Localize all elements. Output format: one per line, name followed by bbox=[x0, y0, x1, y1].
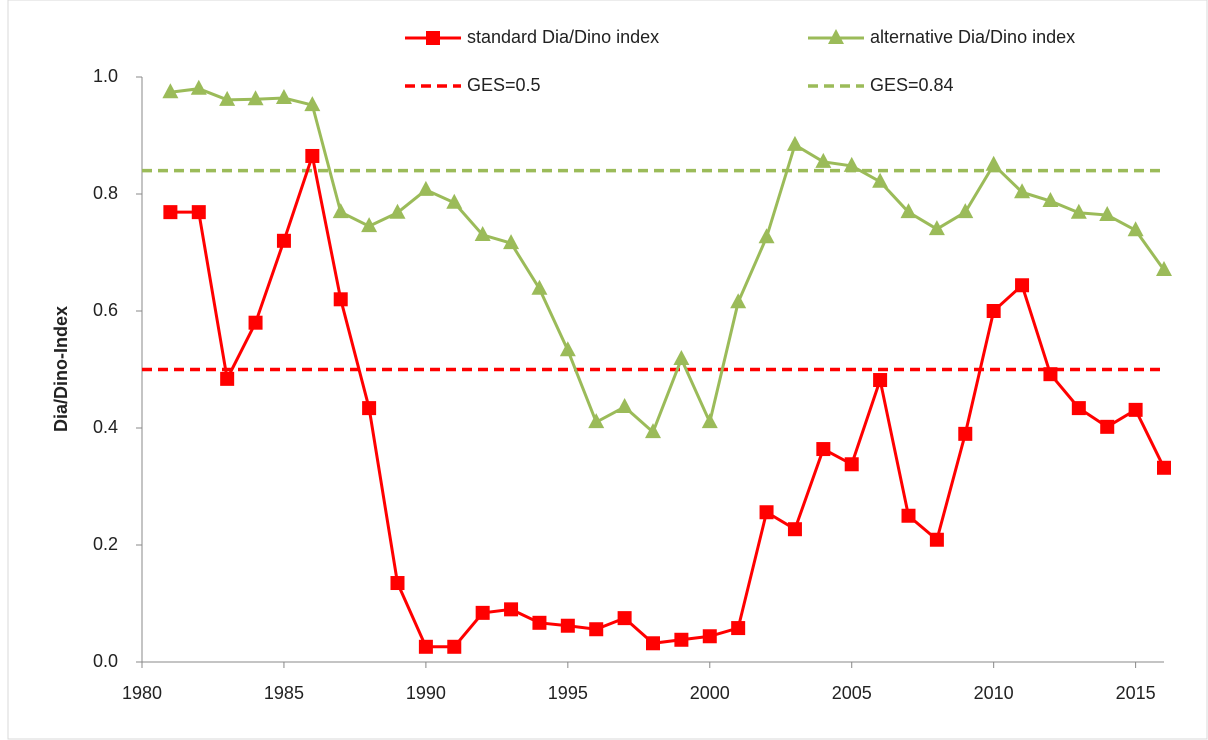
data-marker bbox=[731, 621, 746, 636]
data-marker bbox=[1100, 419, 1115, 434]
data-marker bbox=[191, 205, 206, 220]
data-marker bbox=[787, 522, 802, 537]
data-marker bbox=[532, 615, 547, 630]
data-marker bbox=[758, 228, 775, 244]
data-marker bbox=[759, 505, 774, 520]
data-marker bbox=[730, 293, 747, 309]
data-marker bbox=[247, 90, 264, 106]
data-marker bbox=[1043, 367, 1058, 382]
data-marker bbox=[503, 234, 520, 250]
data-marker bbox=[560, 618, 575, 633]
data-marker bbox=[1070, 203, 1087, 219]
data-marker bbox=[815, 152, 832, 168]
x-tick-label: 2005 bbox=[832, 683, 872, 703]
data-marker bbox=[446, 193, 463, 209]
data-marker bbox=[305, 148, 320, 163]
data-marker bbox=[219, 90, 236, 106]
legend-marker bbox=[426, 31, 440, 45]
data-marker bbox=[190, 79, 207, 95]
data-marker bbox=[1014, 183, 1031, 199]
data-marker bbox=[417, 180, 434, 196]
data-marker bbox=[1156, 261, 1172, 277]
legend-label: GES=0.5 bbox=[467, 75, 541, 95]
data-marker bbox=[1099, 206, 1116, 222]
data-marker bbox=[674, 632, 689, 647]
data-marker bbox=[1127, 221, 1144, 237]
series-line bbox=[170, 87, 1166, 435]
data-marker bbox=[843, 156, 860, 172]
data-marker bbox=[389, 203, 406, 219]
data-marker bbox=[928, 220, 945, 236]
data-marker bbox=[275, 89, 292, 105]
data-marker bbox=[985, 155, 1002, 171]
data-marker bbox=[957, 203, 974, 219]
data-marker bbox=[1015, 278, 1030, 293]
data-marker bbox=[645, 423, 661, 439]
x-tick-label: 1995 bbox=[548, 683, 588, 703]
data-marker bbox=[220, 371, 235, 386]
data-marker bbox=[986, 304, 1001, 318]
x-tick-label: 1985 bbox=[264, 683, 304, 703]
data-marker bbox=[333, 292, 348, 307]
data-marker bbox=[248, 315, 263, 330]
y-tick-label: 0.0 bbox=[93, 651, 118, 671]
legend-label: standard Dia/Dino index bbox=[467, 27, 659, 47]
x-tick-label: 2010 bbox=[974, 683, 1014, 703]
y-tick-label: 0.6 bbox=[93, 300, 118, 320]
x-tick-label: 1980 bbox=[122, 683, 162, 703]
data-marker bbox=[1128, 402, 1143, 417]
data-marker bbox=[901, 508, 916, 523]
x-tick-label: 2000 bbox=[690, 683, 730, 703]
data-marker bbox=[872, 172, 889, 188]
data-marker bbox=[929, 532, 944, 547]
data-marker bbox=[873, 373, 888, 388]
data-marker bbox=[786, 135, 803, 151]
y-tick-label: 0.2 bbox=[93, 534, 118, 554]
legend-marker bbox=[828, 29, 844, 44]
data-marker bbox=[504, 602, 519, 617]
data-marker bbox=[390, 576, 405, 591]
data-marker bbox=[559, 341, 576, 357]
data-marker bbox=[701, 413, 718, 429]
data-marker bbox=[361, 217, 378, 233]
data-marker bbox=[616, 397, 633, 413]
data-marker bbox=[702, 629, 717, 644]
data-marker bbox=[418, 639, 433, 654]
data-marker bbox=[1071, 401, 1086, 416]
data-marker bbox=[162, 83, 179, 99]
data-marker bbox=[474, 225, 491, 241]
y-tick-label: 0.4 bbox=[93, 417, 118, 437]
data-marker bbox=[844, 457, 859, 472]
data-marker bbox=[163, 205, 178, 220]
data-marker bbox=[276, 233, 291, 248]
data-marker bbox=[646, 636, 660, 651]
legend-label: alternative Dia/Dino index bbox=[870, 27, 1075, 47]
data-marker bbox=[332, 203, 349, 219]
data-marker bbox=[1042, 192, 1059, 208]
data-marker bbox=[673, 349, 690, 365]
data-marker bbox=[958, 426, 973, 441]
data-marker bbox=[447, 639, 462, 654]
data-marker bbox=[589, 622, 604, 637]
y-tick-label: 0.8 bbox=[93, 183, 118, 203]
legend-label: GES=0.84 bbox=[870, 75, 954, 95]
data-marker bbox=[588, 413, 605, 429]
data-marker bbox=[531, 279, 548, 295]
chart-frame bbox=[7, 0, 1208, 740]
data-marker bbox=[475, 605, 490, 620]
y-tick-label: 1.0 bbox=[93, 66, 118, 86]
y-axis-label: Dia/Dino-Index bbox=[51, 306, 71, 432]
data-marker bbox=[617, 611, 632, 626]
data-marker bbox=[816, 442, 831, 457]
data-marker bbox=[362, 401, 377, 416]
data-marker bbox=[1157, 460, 1171, 475]
data-marker bbox=[304, 96, 321, 112]
data-marker bbox=[900, 203, 917, 219]
x-tick-label: 2015 bbox=[1116, 683, 1156, 703]
x-tick-label: 1990 bbox=[406, 683, 446, 703]
series-line bbox=[170, 150, 1166, 649]
